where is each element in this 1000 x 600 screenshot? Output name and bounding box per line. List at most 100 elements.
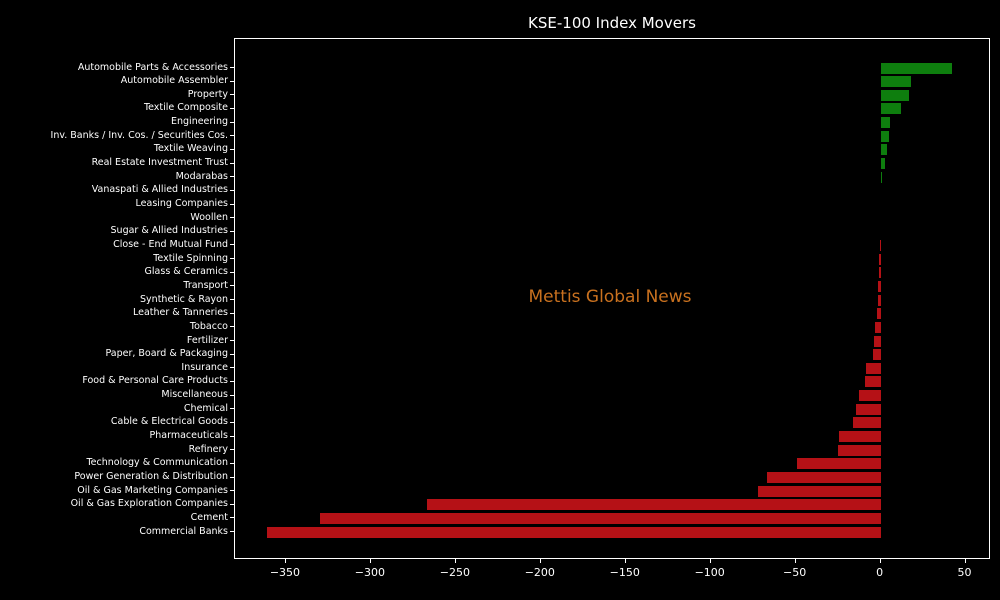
y-tick-mark <box>230 203 234 205</box>
y-tick-mark <box>230 490 234 492</box>
bar <box>873 335 881 347</box>
y-tick-mark <box>230 394 234 396</box>
bar <box>872 349 881 361</box>
y-tick-mark <box>230 148 234 150</box>
y-tick-mark <box>230 380 234 382</box>
y-tick-mark <box>230 80 234 82</box>
bar <box>880 62 952 74</box>
x-tick-label: 0 <box>876 566 884 579</box>
y-tick-label: Vanaspati & Allied Industries <box>91 184 228 196</box>
x-tick-mark <box>709 559 711 563</box>
y-tick-label: Oil & Gas Exploration Companies <box>70 498 228 510</box>
y-tick-mark <box>230 476 234 478</box>
x-tick-mark <box>794 559 796 563</box>
bar <box>426 499 881 511</box>
y-tick-label: Sugar & Allied Industries <box>110 225 228 237</box>
y-tick-mark <box>230 462 234 464</box>
bar <box>880 158 885 170</box>
y-tick-label: Modarabas <box>175 170 228 182</box>
bar <box>856 403 881 415</box>
y-tick-label: Refinery <box>188 443 228 455</box>
bar <box>880 144 887 156</box>
y-tick-label: Pharmaceuticals <box>149 430 228 442</box>
x-tick-mark <box>539 559 541 563</box>
y-tick-label: Technology & Communication <box>86 457 228 469</box>
y-tick-mark <box>230 435 234 437</box>
y-tick-label: Automobile Parts & Accessories <box>77 61 228 73</box>
bar <box>319 512 881 524</box>
x-tick-mark <box>964 559 966 563</box>
y-tick-mark <box>230 340 234 341</box>
x-tick-label: −250 <box>439 566 470 579</box>
y-tick-label: Property <box>187 88 228 100</box>
y-tick-mark <box>230 67 234 68</box>
x-tick-mark <box>284 559 286 563</box>
bar <box>766 472 881 483</box>
y-tick-label: Textile Weaving <box>153 143 228 155</box>
y-tick-label: Woollen <box>190 211 228 223</box>
bar <box>880 117 890 129</box>
y-tick-mark <box>230 285 234 287</box>
y-tick-mark <box>230 135 234 137</box>
x-tick-mark <box>879 559 881 563</box>
bar <box>879 239 881 251</box>
y-tick-mark <box>230 189 234 191</box>
y-tick-label: Textile Composite <box>143 102 228 114</box>
y-tick-label: Oil & Gas Marketing Companies <box>77 484 228 496</box>
x-tick-label: 50 <box>957 566 972 579</box>
y-tick-mark <box>230 312 234 314</box>
bar <box>852 417 881 429</box>
y-tick-label: Inv. Banks / Inv. Cos. / Securities Cos. <box>50 129 228 141</box>
bar <box>864 376 881 388</box>
y-tick-label: Transport <box>183 279 228 291</box>
y-tick-mark <box>230 517 234 519</box>
y-tick-mark <box>230 326 234 328</box>
bar <box>875 321 881 333</box>
y-tick-label: Engineering <box>171 116 228 128</box>
y-tick-label: Food & Personal Care Products <box>82 375 228 387</box>
y-tick-label: Real Estate Investment Trust <box>91 157 228 169</box>
x-tick-mark <box>369 559 371 563</box>
y-tick-label: Textile Spinning <box>153 252 228 264</box>
x-tick-label: −350 <box>269 566 301 579</box>
bar <box>880 76 912 88</box>
y-tick-mark <box>230 176 234 178</box>
y-tick-label: Insurance <box>181 361 228 373</box>
y-tick-label: Leasing Companies <box>135 198 228 209</box>
bar <box>878 253 881 265</box>
bar <box>865 362 881 374</box>
y-tick-mark <box>230 408 234 410</box>
x-tick-mark <box>454 559 456 563</box>
x-tick-label: −100 <box>694 566 725 579</box>
y-tick-mark <box>230 449 234 451</box>
y-tick-mark <box>230 367 234 369</box>
bar <box>877 294 881 306</box>
y-tick-mark <box>230 299 234 301</box>
y-tick-mark <box>230 353 234 355</box>
bar <box>880 130 889 142</box>
y-tick-mark <box>230 503 234 505</box>
y-tick-label: Power Generation & Distribution <box>74 471 228 482</box>
bar <box>859 390 881 402</box>
watermark: Mettis Global News <box>528 287 692 307</box>
y-tick-label: Miscellaneous <box>161 389 228 401</box>
y-tick-label: Glass & Ceramics <box>144 266 228 278</box>
plot-area <box>234 38 990 559</box>
bar <box>878 267 881 279</box>
y-tick-mark <box>230 162 234 164</box>
y-tick-mark <box>230 230 234 232</box>
y-tick-mark <box>230 271 234 273</box>
y-tick-label: Close - End Mutual Fund <box>113 238 228 250</box>
bar <box>880 171 882 183</box>
y-tick-label: Synthetic & Rayon <box>140 293 228 305</box>
y-tick-label: Chemical <box>183 402 228 414</box>
bar <box>837 444 881 456</box>
y-tick-label: Fertilizer <box>186 334 228 346</box>
y-tick-label: Tobacco <box>189 320 228 332</box>
y-tick-mark <box>230 121 234 123</box>
bar <box>880 103 901 115</box>
x-tick-label: −200 <box>524 566 555 579</box>
x-tick-label: −150 <box>609 566 640 579</box>
bar <box>797 458 881 470</box>
chart-title: KSE-100 Index Movers <box>528 14 696 32</box>
